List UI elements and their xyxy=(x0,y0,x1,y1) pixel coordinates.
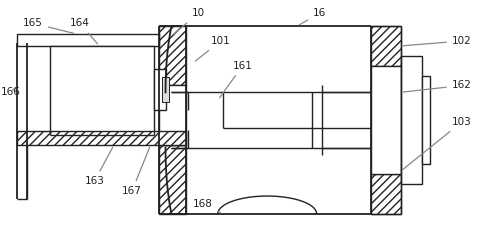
Bar xyxy=(371,174,400,214)
Text: 166: 166 xyxy=(0,87,20,97)
Bar xyxy=(158,145,186,214)
Bar xyxy=(162,77,170,102)
Text: 167: 167 xyxy=(122,147,150,196)
Bar xyxy=(18,34,158,46)
Bar xyxy=(422,76,430,164)
Bar xyxy=(158,26,186,85)
Text: 163: 163 xyxy=(84,147,113,186)
Text: 161: 161 xyxy=(220,61,252,98)
Bar xyxy=(158,85,186,145)
Bar xyxy=(18,131,186,145)
Text: 168: 168 xyxy=(193,199,220,213)
Text: 16: 16 xyxy=(300,8,326,25)
Bar xyxy=(371,66,400,174)
Bar xyxy=(50,46,154,135)
Text: 102: 102 xyxy=(404,36,471,46)
Text: 101: 101 xyxy=(196,36,230,61)
Bar xyxy=(371,26,400,66)
Text: 164: 164 xyxy=(70,18,98,44)
Bar xyxy=(154,69,166,110)
Bar xyxy=(400,56,422,184)
Text: 103: 103 xyxy=(402,117,471,170)
Text: 162: 162 xyxy=(404,80,471,92)
Text: 10: 10 xyxy=(174,8,204,34)
Text: 165: 165 xyxy=(23,18,74,33)
